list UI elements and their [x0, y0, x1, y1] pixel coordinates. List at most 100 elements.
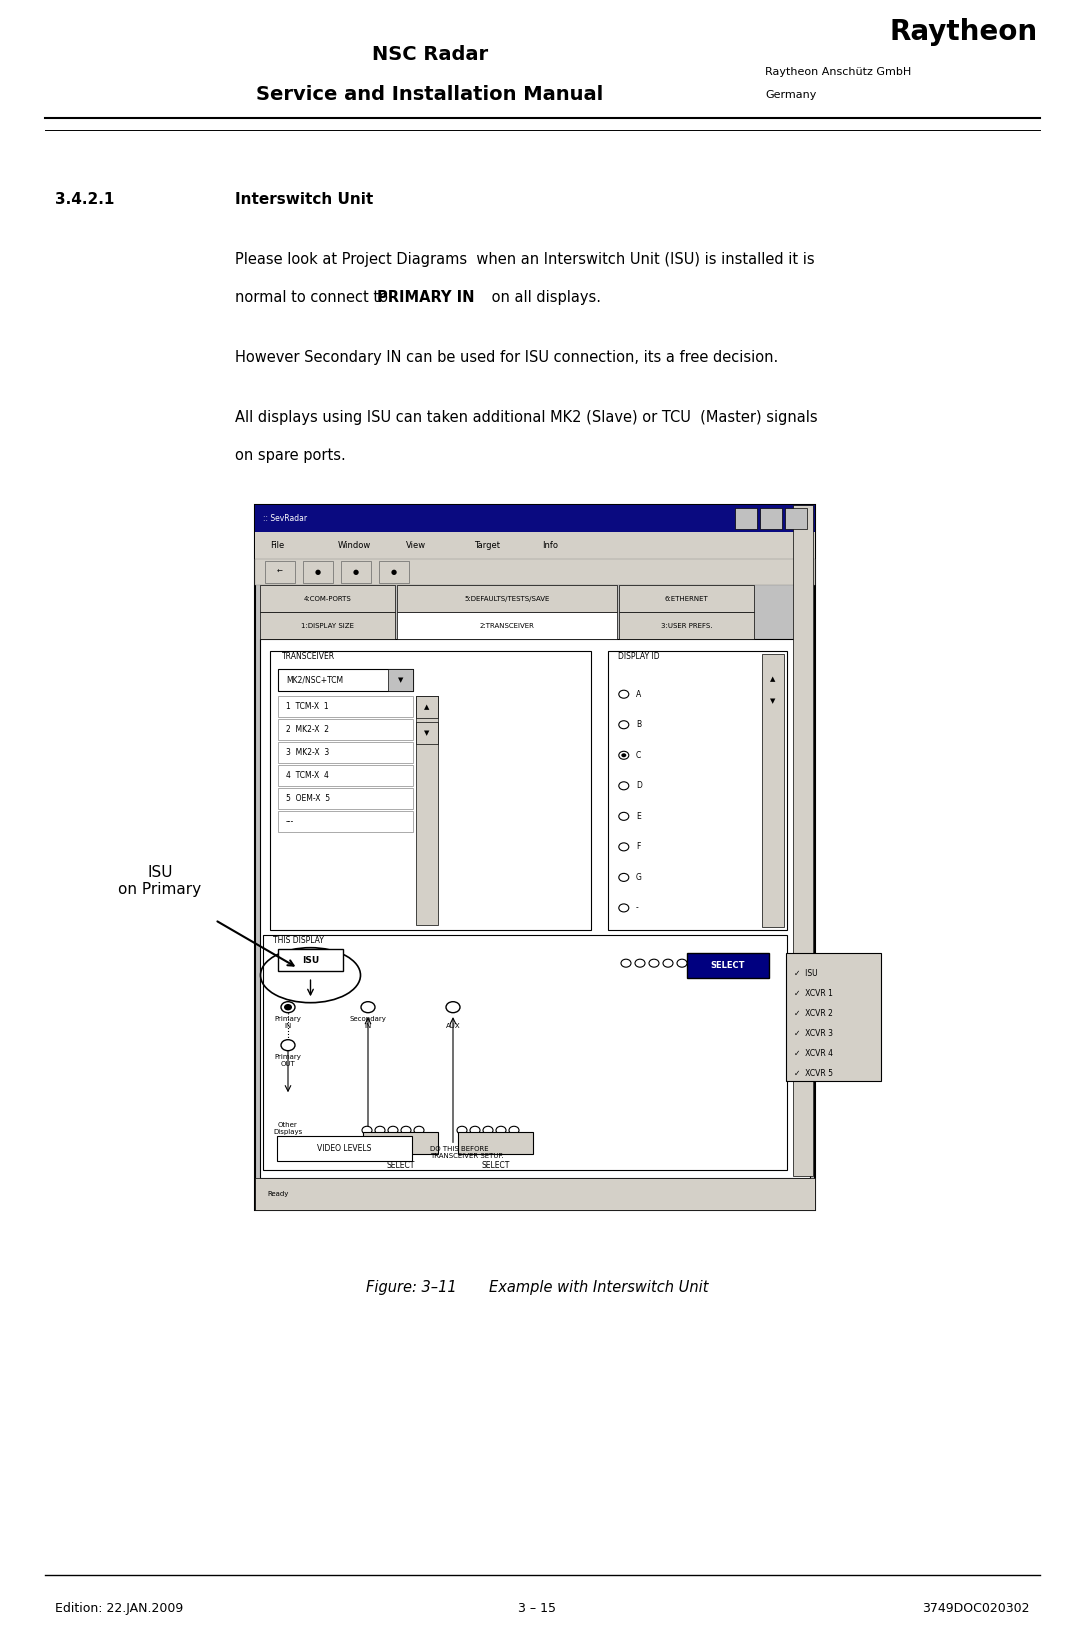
Ellipse shape: [649, 960, 659, 968]
Bar: [363, 1133, 438, 1154]
Ellipse shape: [457, 1126, 467, 1134]
Ellipse shape: [619, 782, 629, 790]
Text: THIS DISPLAY: THIS DISPLAY: [273, 937, 324, 945]
Text: ✓  ISU: ✓ ISU: [794, 969, 818, 978]
Text: Secondary
IN: Secondary IN: [349, 1017, 386, 1030]
Text: ✓  XCVR 1: ✓ XCVR 1: [794, 989, 833, 997]
Ellipse shape: [401, 1126, 411, 1134]
Text: 1:DISPLAY SIZE: 1:DISPLAY SIZE: [301, 622, 354, 628]
Text: Primary
OUT: Primary OUT: [274, 1054, 301, 1067]
Text: E: E: [635, 811, 641, 821]
Text: SELECT: SELECT: [386, 1160, 415, 1170]
Bar: [255, 532, 815, 558]
Text: on all displays.: on all displays.: [487, 290, 601, 305]
Ellipse shape: [677, 960, 687, 968]
Ellipse shape: [619, 721, 629, 730]
Text: Germany: Germany: [765, 90, 816, 100]
Text: ●: ●: [353, 570, 359, 574]
Ellipse shape: [281, 1002, 295, 1013]
Text: 4  TCM-X  4: 4 TCM-X 4: [286, 770, 329, 780]
Text: 3  MK2-X  3: 3 MK2-X 3: [286, 747, 329, 757]
Bar: [388, 669, 413, 690]
Text: PRIMARY IN: PRIMARY IN: [377, 290, 474, 305]
Text: ---: ---: [286, 818, 295, 826]
Text: ▼: ▼: [398, 677, 403, 682]
Bar: [397, 586, 617, 612]
Bar: [379, 561, 408, 583]
Bar: [270, 651, 591, 930]
Bar: [266, 561, 295, 583]
Text: Edition: 22.JAN.2009: Edition: 22.JAN.2009: [55, 1603, 183, 1616]
Text: AUX: AUX: [446, 1023, 460, 1030]
Bar: [793, 504, 813, 1177]
Ellipse shape: [388, 1126, 398, 1134]
Ellipse shape: [619, 904, 629, 912]
Text: ▲: ▲: [425, 703, 430, 710]
Bar: [255, 504, 815, 532]
Text: 6:ETHERNET: 6:ETHERNET: [664, 596, 708, 602]
Bar: [260, 612, 395, 640]
Ellipse shape: [508, 1126, 519, 1134]
Text: Please look at Project Diagrams  when an Interswitch Unit (ISU) is installed it : Please look at Project Diagrams when an …: [235, 251, 815, 268]
Ellipse shape: [470, 1126, 481, 1134]
Text: DO THIS BEFORE
TRANSCEIVER SETUP.: DO THIS BEFORE TRANSCEIVER SETUP.: [430, 1146, 504, 1159]
Ellipse shape: [281, 1040, 295, 1051]
Text: 5:DEFAULTS/TESTS/SAVE: 5:DEFAULTS/TESTS/SAVE: [464, 596, 549, 602]
Bar: [255, 1178, 815, 1209]
Ellipse shape: [621, 754, 627, 757]
Text: Other
Displays: Other Displays: [273, 1123, 303, 1136]
Text: Service and Installation Manual: Service and Installation Manual: [256, 85, 604, 104]
Text: A: A: [635, 690, 641, 698]
Text: ISU: ISU: [302, 956, 319, 965]
Bar: [619, 612, 754, 640]
Text: ▲: ▲: [771, 676, 776, 682]
Text: VIDEO LEVELS: VIDEO LEVELS: [317, 1144, 372, 1154]
Text: Info: Info: [542, 540, 558, 550]
Text: ✓  XCVR 4: ✓ XCVR 4: [794, 1049, 833, 1058]
Bar: [458, 1133, 533, 1154]
Text: B: B: [635, 720, 641, 730]
Bar: [278, 950, 343, 971]
Bar: [416, 695, 438, 718]
Text: Target: Target: [474, 540, 500, 550]
Text: normal to connect to: normal to connect to: [235, 290, 392, 305]
Ellipse shape: [446, 1002, 460, 1013]
Ellipse shape: [619, 873, 629, 881]
Bar: [785, 509, 807, 529]
Bar: [278, 788, 413, 809]
Bar: [278, 669, 413, 690]
Bar: [260, 640, 809, 1178]
Text: Window: Window: [338, 540, 371, 550]
Text: ✓  XCVR 5: ✓ XCVR 5: [794, 1069, 833, 1077]
Bar: [303, 561, 333, 583]
Text: ISU
on Primary: ISU on Primary: [118, 865, 202, 898]
Bar: [255, 504, 815, 1209]
Bar: [760, 509, 782, 529]
Bar: [278, 695, 413, 716]
Ellipse shape: [361, 1002, 375, 1013]
Bar: [416, 695, 438, 925]
Ellipse shape: [284, 1004, 292, 1010]
Bar: [278, 811, 413, 832]
Text: 1  TCM-X  1: 1 TCM-X 1: [286, 702, 329, 712]
Bar: [416, 721, 438, 744]
Text: SELECT: SELECT: [711, 961, 745, 969]
Text: 5  OEM-X  5: 5 OEM-X 5: [286, 793, 330, 803]
Text: 2:TRANSCEIVER: 2:TRANSCEIVER: [479, 622, 534, 628]
Text: F: F: [635, 842, 641, 852]
Bar: [607, 651, 787, 930]
Bar: [260, 586, 395, 612]
Ellipse shape: [635, 960, 645, 968]
Ellipse shape: [414, 1126, 424, 1134]
Ellipse shape: [375, 1126, 385, 1134]
Text: 4:COM-PORTS: 4:COM-PORTS: [303, 596, 352, 602]
Text: However Secondary IN can be used for ISU connection, its a free decision.: However Secondary IN can be used for ISU…: [235, 349, 778, 366]
Text: Raytheon: Raytheon: [890, 18, 1038, 46]
Ellipse shape: [362, 1126, 372, 1134]
Text: D: D: [635, 782, 642, 790]
Text: Interswitch Unit: Interswitch Unit: [235, 193, 373, 207]
Text: ✓  XCVR 2: ✓ XCVR 2: [794, 1009, 833, 1018]
Bar: [255, 558, 815, 586]
Text: ✓  XCVR 3: ✓ XCVR 3: [794, 1028, 833, 1038]
Bar: [762, 654, 784, 927]
